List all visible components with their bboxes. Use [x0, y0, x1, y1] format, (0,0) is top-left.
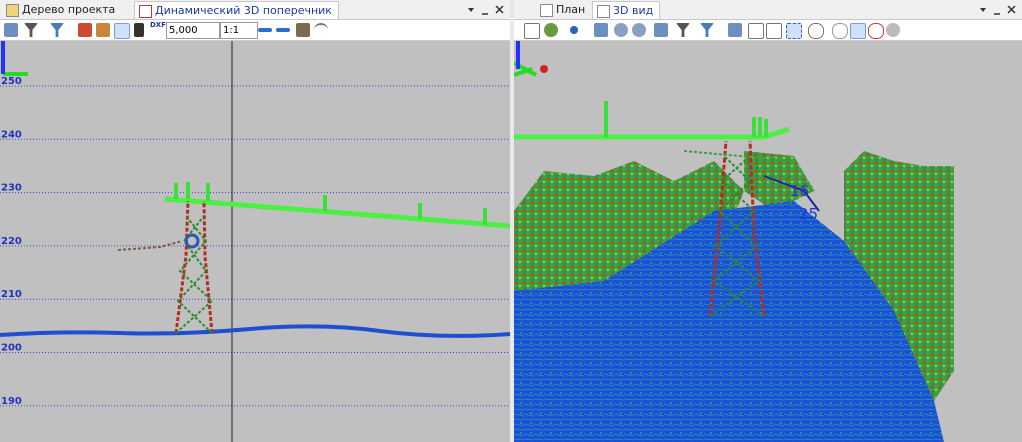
- toolbar: DXF 5,000 1:1: [0, 20, 510, 41]
- insulators: [604, 101, 768, 137]
- elevation-label: 220: [1, 236, 22, 247]
- 3d-view: 16 25: [514, 41, 1022, 442]
- tool-button[interactable]: [570, 26, 578, 34]
- toolbar: [514, 20, 1022, 41]
- point-label: 25: [799, 205, 818, 223]
- tool-button[interactable]: [676, 23, 690, 37]
- tool-button[interactable]: [654, 23, 668, 37]
- input-value: 5,000: [169, 25, 198, 36]
- tool-button[interactable]: [786, 23, 802, 39]
- tab-label: Динамический 3D поперечник: [155, 4, 332, 17]
- tab-label: План: [556, 3, 586, 16]
- insulators: [174, 182, 487, 225]
- wire-points: [164, 196, 510, 229]
- elevation-label: 210: [1, 289, 22, 300]
- button-label: DXF: [150, 21, 166, 29]
- tool-button[interactable]: [296, 23, 310, 37]
- tool-button[interactable]: [868, 23, 884, 39]
- tool-button[interactable]: [258, 28, 272, 32]
- tab[interactable]: 3D вид: [592, 1, 661, 19]
- tab[interactable]: План: [536, 1, 591, 18]
- left-pane: Дерево проекта Динамический 3D поперечни…: [0, 0, 510, 442]
- vegetation: [514, 151, 954, 401]
- elevation-label: 240: [1, 129, 22, 140]
- tool-button[interactable]: [114, 23, 130, 39]
- 3d-canvas: 16 25: [514, 41, 954, 442]
- step-input[interactable]: 5,000: [166, 22, 220, 39]
- tool-button[interactable]: [832, 23, 848, 39]
- elevation-label: 250: [1, 76, 22, 87]
- elevation-label: 200: [1, 343, 22, 354]
- tab[interactable]: Дерево проекта: [2, 1, 121, 18]
- tool-button[interactable]: [808, 23, 824, 39]
- ground-points: [0, 324, 510, 338]
- elevation-label: 230: [1, 183, 22, 194]
- tab-bar: Дерево проекта Динамический 3D поперечни…: [0, 0, 510, 20]
- scale-select[interactable]: 1:1: [220, 22, 258, 39]
- tool-button[interactable]: [524, 23, 540, 39]
- right-pane: План 3D вид: [514, 0, 1022, 442]
- pane-controls[interactable]: [466, 3, 506, 17]
- ground-points: [514, 201, 944, 442]
- pane-controls[interactable]: [978, 3, 1018, 17]
- tool-button[interactable]: [614, 23, 628, 37]
- tool-button[interactable]: [78, 23, 92, 37]
- grid: 250 240 230 220 210 200 190: [0, 76, 510, 407]
- tool-button[interactable]: [700, 23, 714, 37]
- elevation-label: 190: [1, 396, 22, 407]
- point-label: 16: [790, 182, 809, 200]
- select-value: 1:1: [223, 25, 240, 36]
- selection-points: [763, 175, 820, 212]
- tool-button[interactable]: [50, 23, 64, 37]
- tool-button[interactable]: [96, 23, 110, 37]
- tool-button[interactable]: [632, 23, 646, 37]
- wire-points: [514, 126, 790, 140]
- tool-button[interactable]: [276, 28, 290, 32]
- tool-button[interactable]: [134, 23, 144, 37]
- tool-button[interactable]: DXF: [150, 21, 166, 35]
- tool-button[interactable]: [594, 23, 608, 37]
- cross-section-view: 250 240 230 220 210 200 190: [0, 41, 510, 442]
- tab-label: Дерево проекта: [22, 3, 116, 16]
- tool-button[interactable]: [314, 23, 328, 39]
- tower-points: [174, 200, 214, 334]
- tool-button[interactable]: [544, 23, 558, 37]
- wire-points: [117, 240, 183, 251]
- tool-button[interactable]: [886, 23, 900, 37]
- axis-gizmo: [540, 65, 548, 73]
- tool-button[interactable]: [728, 23, 742, 37]
- tool-button[interactable]: [748, 23, 764, 39]
- tool-button[interactable]: [766, 23, 782, 39]
- tower-points: [683, 140, 815, 317]
- tab-label: 3D вид: [613, 4, 654, 17]
- tab-bar: План 3D вид: [514, 0, 1022, 20]
- cross-section-canvas: 250 240 230 220 210 200 190: [0, 41, 510, 442]
- tool-button[interactable]: [850, 23, 866, 39]
- tab[interactable]: Динамический 3D поперечник: [134, 1, 339, 19]
- tool-button[interactable]: [24, 23, 38, 37]
- tool-button[interactable]: [4, 23, 18, 37]
